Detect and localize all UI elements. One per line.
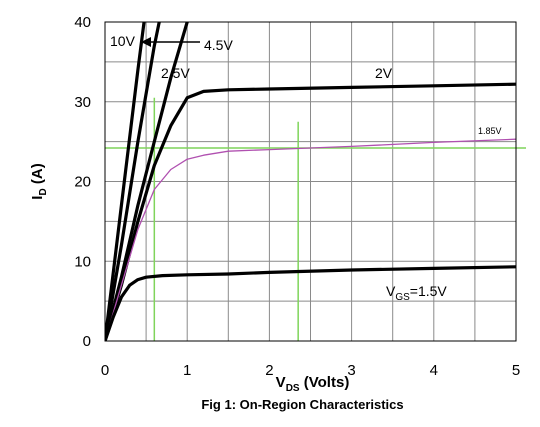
x-tick-label: 1 <box>183 362 191 379</box>
x-tick-label: 0 <box>101 362 109 379</box>
series-line-6 <box>105 265 516 341</box>
series-line-2 <box>105 22 161 341</box>
series-labels: 10V 4.5V 2.5V 2V 1.85V VGS=1.5V <box>110 33 502 303</box>
label-arrow-head <box>141 37 151 47</box>
plot-area <box>104 21 526 342</box>
tick-labels: 0 1 2 3 4 5 0 10 20 30 40 <box>74 14 520 379</box>
series-line-5 <box>105 138 516 341</box>
series-label-5: 1.85V <box>478 126 502 136</box>
y-tick-label: 0 <box>83 333 91 350</box>
series-line-3 <box>105 22 189 341</box>
series-lines <box>105 22 516 341</box>
series-label-2: 4.5V <box>204 37 233 53</box>
x-tick-label: 3 <box>347 362 355 379</box>
y-tick-label: 10 <box>74 253 91 270</box>
x-tick-label: 5 <box>512 362 520 379</box>
x-tick-label: 2 <box>265 362 273 379</box>
y-tick-label: 20 <box>74 174 91 191</box>
label-arrow <box>141 37 200 47</box>
x-tick-label: 4 <box>430 362 438 379</box>
y-axis-label-sub: D <box>38 188 49 195</box>
y-axis-label-main: I <box>29 196 46 200</box>
series-label-3: 2.5V <box>161 65 190 81</box>
y-tick-label: 40 <box>74 14 91 31</box>
series-line-4 <box>105 82 516 341</box>
series-label-4: 2V <box>375 65 393 81</box>
x-axis-label: VDS (Volts) <box>276 374 350 394</box>
series-label-1: 10V <box>110 33 136 49</box>
plot-border <box>104 21 517 342</box>
x-axis-label-rest: (Volts) <box>300 374 350 391</box>
chart-title: Fig 1: On-Region Characteristics <box>201 397 403 412</box>
series-label-6: VGS=1.5V <box>386 283 447 303</box>
y-axis-label-rest: (A) <box>29 163 46 188</box>
y-axis-label: ID (A) <box>29 163 49 199</box>
x-axis-label-main: V <box>276 374 286 391</box>
series-line-1 <box>105 22 146 341</box>
x-axis-label-sub: DS <box>286 383 300 394</box>
y-tick-label: 30 <box>74 94 91 111</box>
